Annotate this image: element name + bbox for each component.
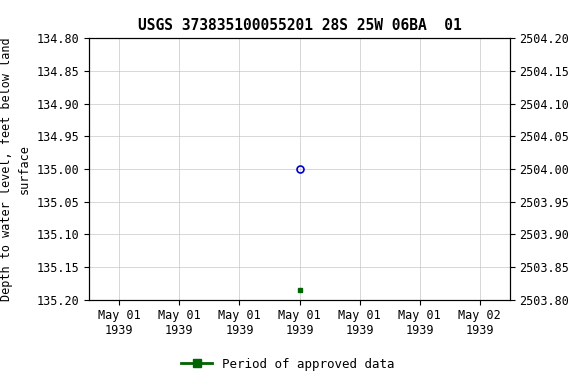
Legend: Period of approved data: Period of approved data [176,353,400,376]
Y-axis label: Depth to water level, feet below land
surface: Depth to water level, feet below land su… [0,37,31,301]
Y-axis label: Groundwater level above NGVD 1929, feet: Groundwater level above NGVD 1929, feet [575,30,576,308]
Title: USGS 373835100055201 28S 25W 06BA  01: USGS 373835100055201 28S 25W 06BA 01 [138,18,461,33]
